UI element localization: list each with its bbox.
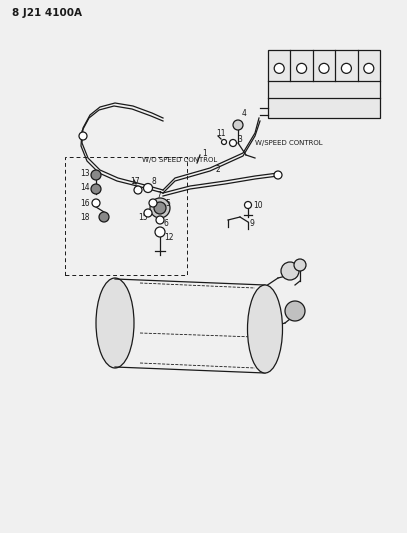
Circle shape: [230, 140, 236, 147]
Text: 9: 9: [250, 219, 255, 228]
Ellipse shape: [247, 285, 282, 373]
Circle shape: [155, 227, 165, 237]
Text: 18: 18: [80, 214, 90, 222]
Circle shape: [144, 183, 153, 192]
Circle shape: [341, 63, 351, 74]
Text: 5: 5: [165, 198, 170, 207]
Circle shape: [221, 140, 227, 144]
Text: 15: 15: [138, 214, 148, 222]
Circle shape: [134, 186, 142, 194]
Text: 10: 10: [253, 200, 263, 209]
Bar: [268, 50, 380, 118]
Circle shape: [99, 212, 109, 222]
Text: 12: 12: [164, 232, 173, 241]
Text: 6: 6: [164, 220, 169, 229]
Circle shape: [274, 171, 282, 179]
Text: 16: 16: [80, 198, 90, 207]
Text: 8: 8: [151, 176, 156, 185]
Text: 11: 11: [216, 128, 225, 138]
Circle shape: [281, 262, 299, 280]
Circle shape: [150, 198, 170, 218]
Circle shape: [91, 170, 101, 180]
Circle shape: [245, 201, 252, 208]
Circle shape: [92, 199, 100, 207]
Text: 7: 7: [156, 190, 161, 199]
Text: 4: 4: [242, 109, 247, 117]
Circle shape: [79, 132, 87, 140]
Text: W/O SPEED CONTROL: W/O SPEED CONTROL: [142, 157, 217, 163]
Text: 14: 14: [80, 182, 90, 191]
Text: 13: 13: [80, 168, 90, 177]
Circle shape: [154, 202, 166, 214]
Circle shape: [156, 216, 164, 224]
Circle shape: [91, 184, 101, 194]
Text: 17: 17: [130, 176, 140, 185]
Circle shape: [294, 259, 306, 271]
Circle shape: [274, 63, 284, 74]
Text: 3: 3: [237, 135, 242, 144]
Circle shape: [297, 63, 306, 74]
Text: 2: 2: [215, 166, 220, 174]
Bar: [65, 157, 187, 275]
Text: 1: 1: [202, 149, 207, 157]
Circle shape: [364, 63, 374, 74]
Circle shape: [233, 120, 243, 130]
Ellipse shape: [96, 278, 134, 368]
Circle shape: [149, 199, 157, 207]
Text: 8 J21 4100A: 8 J21 4100A: [12, 8, 82, 18]
Text: W/SPEED CONTROL: W/SPEED CONTROL: [255, 140, 323, 146]
Circle shape: [285, 301, 305, 321]
Circle shape: [319, 63, 329, 74]
Circle shape: [144, 209, 152, 217]
